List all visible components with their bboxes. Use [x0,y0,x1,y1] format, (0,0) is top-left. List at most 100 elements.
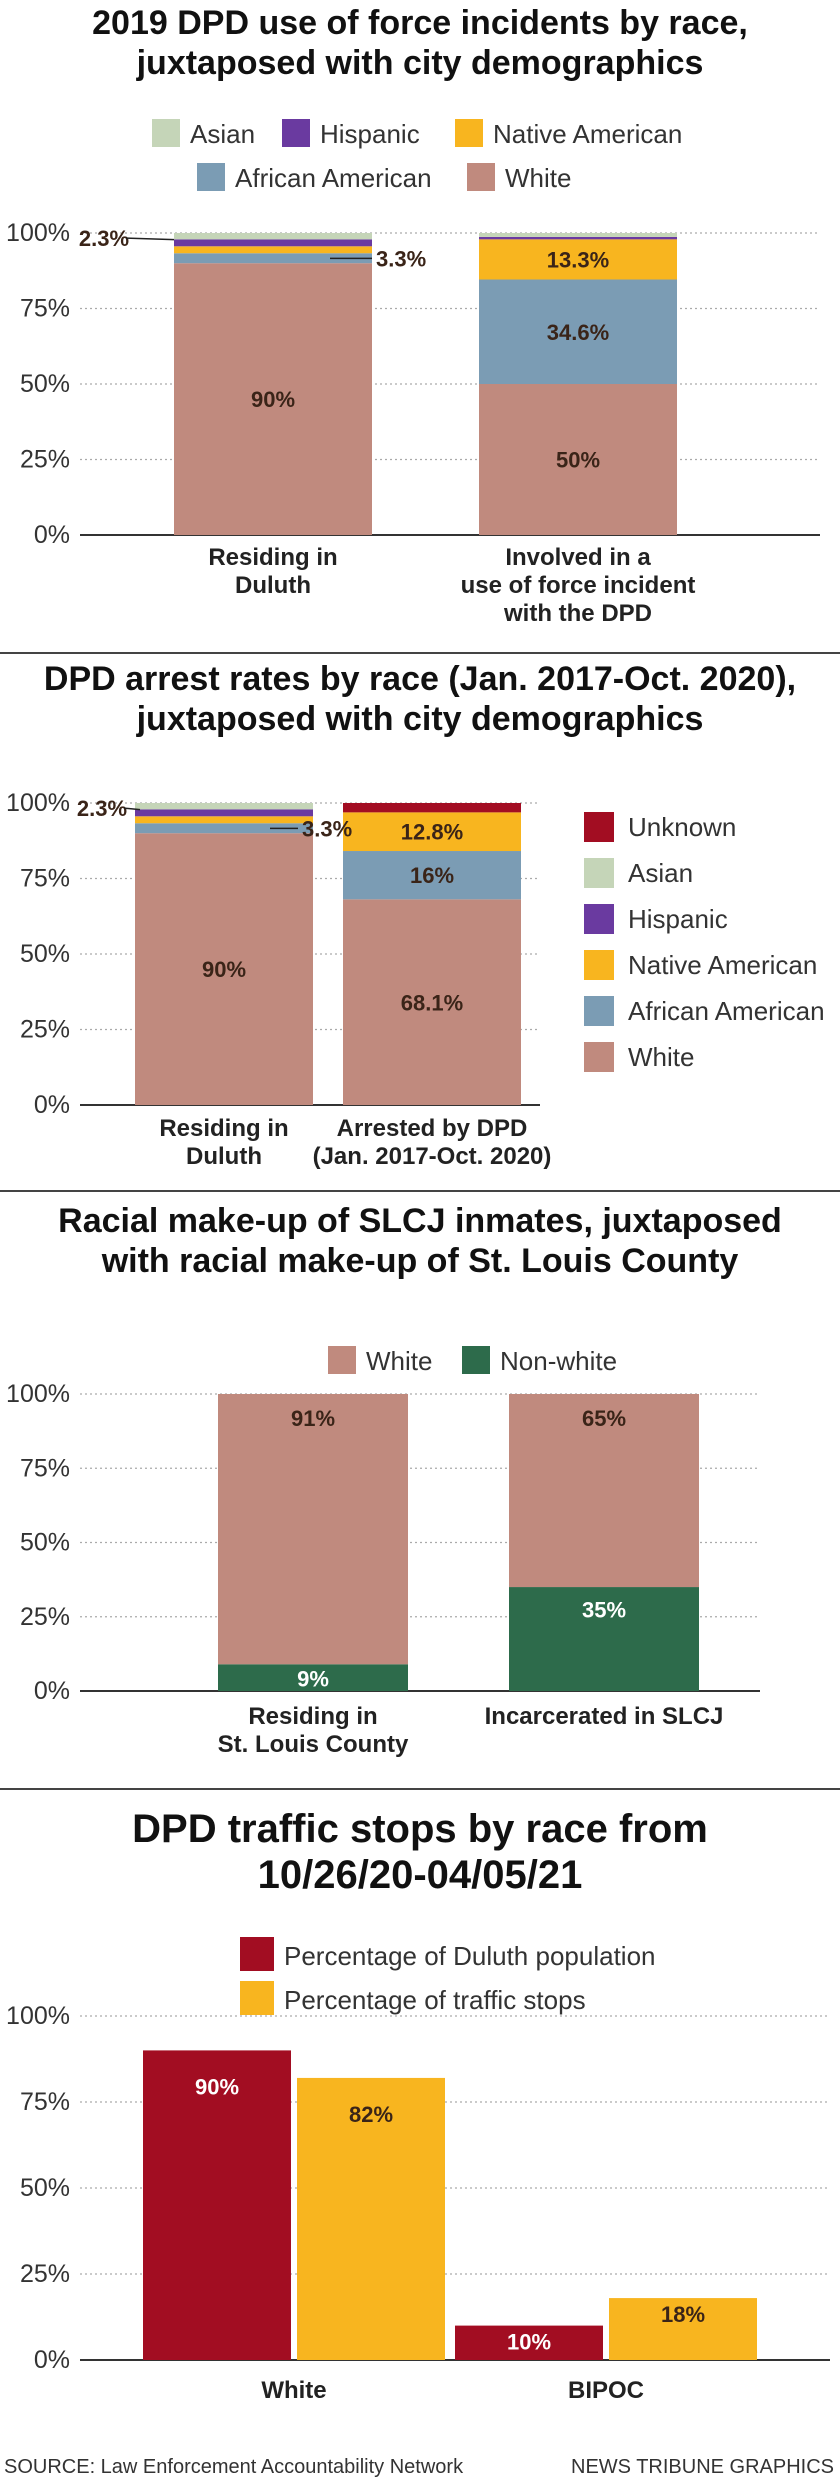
category-label: Residing in [159,1115,288,1142]
bar-segment-asian [135,803,313,810]
y-tick-label: 100% [6,2002,70,2030]
bar-segment-non-white [218,1664,408,1691]
data-label: 16% [410,863,454,888]
category-label: St. Louis County [218,1731,409,1758]
divider [0,652,840,654]
bar-segment-white [135,833,313,1105]
data-label: 34.6% [547,320,609,345]
bar-segment-white [509,1394,699,1588]
bar-segment-african-american [479,279,677,384]
legend-label: Hispanic [320,119,420,149]
y-tick-label: 0% [34,2346,70,2374]
bar-traffic-stops [609,2298,757,2360]
data-label: 35% [582,1597,626,1622]
category-label: Arrested by DPD [337,1115,528,1142]
divider [0,1788,840,1790]
y-tick-label: 0% [34,521,70,549]
category-label: Residing in [248,1703,377,1730]
y-tick-label: 50% [20,2174,70,2202]
legend-swatch [584,1042,614,1072]
data-label: 12.8% [401,820,463,845]
y-tick-label: 100% [6,1380,70,1408]
bar-segment-hispanic [174,239,372,247]
data-label: 90% [251,387,295,412]
legend-swatch [240,1937,274,1971]
y-tick-label: 25% [20,1603,70,1631]
data-label: 50% [556,448,600,473]
y-tick-label: 100% [6,219,70,247]
graphics-credit: NEWS TRIBUNE GRAPHICS [571,2456,834,2478]
leader-line [125,237,175,241]
legend-label: Asian [628,858,693,888]
legend-label: White [505,163,571,193]
data-label: 65% [582,1406,626,1431]
data-label: 2.3% [79,226,129,251]
traffic-stops-svg: DPD traffic stops by race from10/26/20-0… [6,1807,830,2404]
y-tick-label: 75% [20,865,70,893]
data-label: 91% [291,1406,335,1431]
bar-traffic-stops [297,2077,445,2360]
legend-label: Percentage of Duluth population [284,1941,656,1971]
bar-segment-white [343,899,521,1105]
bar-segment-white [479,384,677,535]
category-label: with the DPD [503,600,652,627]
bar-segment-native-american [343,812,521,852]
category-label: Residing in [208,544,337,571]
legend-label: Asian [190,119,255,149]
y-tick-label: 25% [20,446,70,474]
data-label: 90% [195,2074,239,2099]
bar-segment-unknown [343,803,521,813]
y-tick-label: 0% [34,1677,70,1705]
data-label: 10% [507,2330,551,2355]
legend-swatch [282,119,310,147]
legend-label: Non-white [500,1346,617,1376]
data-label: 18% [661,2302,705,2327]
y-tick-label: 50% [20,940,70,968]
chart-use-of-force: 2019 DPD use of force incidents by race,… [0,0,840,650]
y-tick-label: 50% [20,1529,70,1557]
legend-label: White [628,1042,694,1072]
category-label: Duluth [235,572,311,599]
chart-title: juxtaposed with city demographics [136,44,704,82]
chart-title: DPD traffic stops by race from [132,1807,708,1851]
divider [0,1190,840,1192]
category-label: use of force incident [461,572,696,599]
category-label: BIPOC [568,2377,644,2404]
bar-population [143,2050,291,2360]
chart-slcj: Racial make-up of SLCJ inmates, juxtapos… [0,1194,840,1784]
chart-arrest-rates: DPD arrest rates by race (Jan. 2017-Oct.… [0,656,840,1186]
bar-segment-african-american [174,253,372,264]
bar-segment-african-american [135,823,313,834]
legend-swatch [584,812,614,842]
legend-swatch [197,163,225,191]
data-label: 3.3% [376,246,426,271]
legend-label: African American [628,996,825,1026]
category-label: Incarcerated in SLCJ [485,1703,724,1730]
bar-segment-hispanic [135,809,313,817]
bar-segment-native-american [479,239,677,280]
legend-label: Percentage of traffic stops [284,1985,586,2015]
y-tick-label: 0% [34,1091,70,1119]
data-label: 3.3% [302,816,352,841]
legend-swatch [584,858,614,888]
y-tick-label: 100% [6,789,70,817]
data-label: 82% [349,2102,393,2127]
bar-segment-non-white [509,1587,699,1691]
y-tick-label: 75% [20,1454,70,1482]
legend-swatch [467,163,495,191]
legend-label: White [366,1346,432,1376]
y-tick-label: 75% [20,295,70,323]
chart-title: 10/26/20-04/05/21 [258,1853,583,1897]
chart-title: Racial make-up of SLCJ inmates, juxtapos… [58,1202,782,1240]
bar-segment-native-american [174,246,372,254]
chart-title: 2019 DPD use of force incidents by race, [92,4,748,42]
data-label: 2.3% [77,796,127,821]
bar-segment-asian [174,233,372,240]
y-tick-label: 25% [20,1016,70,1044]
bar-population [455,2325,603,2360]
legend-label: Native American [493,119,682,149]
bar-segment-white [218,1394,408,1665]
legend-label: African American [235,163,432,193]
legend-swatch [328,1346,356,1374]
y-tick-label: 50% [20,370,70,398]
